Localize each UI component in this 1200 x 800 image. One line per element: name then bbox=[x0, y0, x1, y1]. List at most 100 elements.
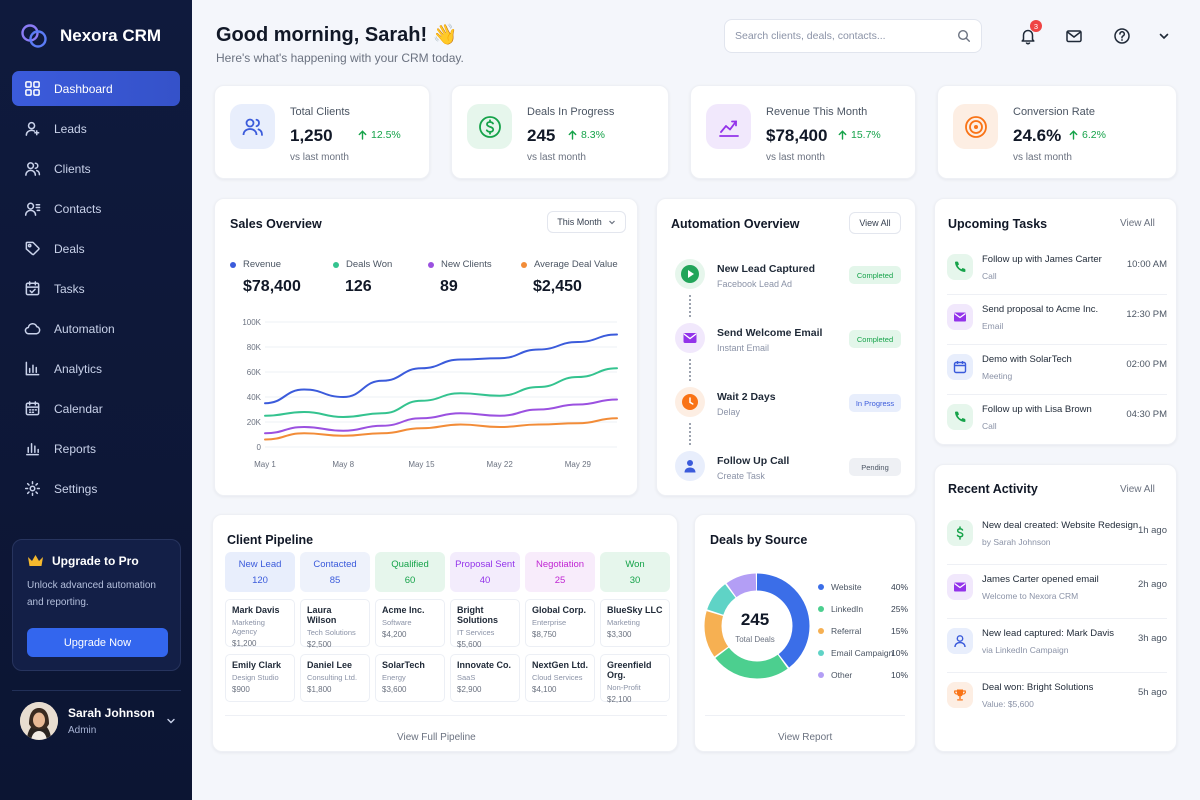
mail-icon bbox=[954, 582, 966, 592]
automation-step-title: Wait 2 Days bbox=[717, 391, 776, 403]
sidebar-item-reports[interactable]: Reports bbox=[12, 431, 180, 466]
pipeline-stage-header[interactable]: Negotiation 25 bbox=[525, 552, 595, 592]
kpi-card-revenue[interactable]: Revenue This Month $78,400 15.7% vs last… bbox=[690, 85, 916, 179]
activity-view-all-link[interactable]: View All bbox=[1120, 484, 1155, 495]
help-icon[interactable] bbox=[1112, 26, 1132, 46]
mail-icon[interactable] bbox=[1064, 26, 1084, 46]
task-item[interactable]: Demo with SolarTech Meeting 02:00 PM bbox=[947, 345, 1167, 395]
pipeline-card[interactable]: Innovate Co. SaaS $2,900 bbox=[450, 654, 520, 702]
pipeline-card-value: $8,750 bbox=[532, 630, 557, 639]
pipeline-card[interactable]: Laura Wilson Tech Solutions $2,500 bbox=[300, 599, 370, 649]
kpi-sub: vs last month bbox=[766, 152, 825, 163]
pipeline-card[interactable]: Greenfield Org. Non-Profit $2,100 bbox=[600, 654, 670, 704]
recent-activity-card: Recent Activity View All New deal create… bbox=[934, 464, 1177, 752]
pipeline-card-name: Global Corp. bbox=[532, 605, 586, 615]
lead-user-icon bbox=[25, 121, 40, 136]
activity-time: 5h ago bbox=[1137, 687, 1167, 698]
donut-slice-2[interactable] bbox=[704, 573, 810, 679]
sidebar-item-label: Dashboard bbox=[54, 81, 113, 96]
pipeline-card[interactable]: NextGen Ltd. Cloud Services $4,100 bbox=[525, 654, 595, 702]
pipeline-card[interactable]: BlueSky LLC Marketing $3,300 bbox=[600, 599, 670, 647]
divider bbox=[705, 715, 905, 716]
kpi-card-conversion-rate[interactable]: Conversion Rate 24.6% 6.2% vs last month bbox=[937, 85, 1177, 179]
pipeline-card[interactable]: Emily Clark Design Studio $900 bbox=[225, 654, 295, 702]
pipeline-card[interactable]: Daniel Lee Consulting Ltd. $1,800 bbox=[300, 654, 370, 702]
divider bbox=[225, 715, 667, 716]
card-title: Automation Overview bbox=[671, 217, 800, 231]
stat-label: New Clients bbox=[441, 259, 492, 270]
row-icon-box bbox=[947, 254, 973, 280]
chevron-down-icon[interactable] bbox=[1154, 26, 1174, 46]
pipeline-stage-header[interactable]: Qualified 60 bbox=[375, 552, 445, 592]
donut-total: 245 bbox=[740, 610, 770, 629]
sidebar-item-dashboard[interactable]: Dashboard bbox=[12, 71, 180, 106]
card-title: Sales Overview bbox=[230, 217, 322, 231]
stage-count: 30 bbox=[629, 574, 641, 586]
task-item[interactable]: Follow up with Lisa Brown Call 04:30 PM bbox=[947, 395, 1167, 445]
kpi-delta: 15.7% bbox=[838, 129, 881, 141]
stage-count: 25 bbox=[554, 574, 566, 586]
source-legend-item: Website 40% bbox=[818, 582, 908, 592]
sidebar-item-label: Tasks bbox=[54, 281, 85, 296]
pipeline-card-industry: SaaS bbox=[457, 673, 476, 682]
search-icon bbox=[957, 29, 970, 42]
sidebar-item-label: Calendar bbox=[54, 401, 103, 416]
task-item[interactable]: Send proposal to Acme Inc. Email 12:30 P… bbox=[947, 295, 1167, 345]
source-value: 40% bbox=[890, 582, 908, 592]
task-time: 10:00 AM bbox=[1126, 259, 1167, 270]
chevron-down-icon[interactable] bbox=[166, 716, 176, 726]
pipeline-card[interactable]: Global Corp. Enterprise $8,750 bbox=[525, 599, 595, 647]
y-tick-label: 40K bbox=[247, 393, 262, 402]
view-report-link[interactable]: View Report bbox=[778, 732, 833, 743]
search-input[interactable]: Search clients, deals, contacts... bbox=[724, 19, 982, 53]
pipeline-stage-header[interactable]: Contacted 85 bbox=[300, 552, 370, 592]
sidebar-item-tasks[interactable]: Tasks bbox=[12, 271, 180, 306]
pipeline-card-name: SolarTech bbox=[382, 660, 425, 670]
pipeline-card-value: $3,600 bbox=[382, 685, 407, 694]
upgrade-now-button[interactable]: Upgrade Now bbox=[27, 628, 168, 657]
sidebar-item-clients[interactable]: Clients bbox=[12, 151, 180, 186]
automation-overview-card: Automation Overview View All New Lead Ca… bbox=[656, 198, 916, 496]
sidebar-item-analytics[interactable]: Analytics bbox=[12, 351, 180, 386]
pipeline-stage-header[interactable]: New Lead 120 bbox=[225, 552, 295, 592]
pipeline-card[interactable]: Acme Inc. Software $4,200 bbox=[375, 599, 445, 647]
activity-item[interactable]: Deal won: Bright Solutions Value: $5,600… bbox=[947, 673, 1167, 727]
kpi-card-deals-in-progress[interactable]: Deals In Progress 245 8.3% vs last month bbox=[451, 85, 669, 179]
task-item[interactable]: Follow up with James Carter Call 10:00 A… bbox=[947, 245, 1167, 295]
sidebar-item-automation[interactable]: Automation bbox=[12, 311, 180, 346]
row-icon-box bbox=[947, 304, 973, 330]
sidebar-item-settings[interactable]: Settings bbox=[12, 471, 180, 506]
sidebar-item-calendar[interactable]: Calendar bbox=[12, 391, 180, 426]
sidebar-item-deals[interactable]: Deals bbox=[12, 231, 180, 266]
pipeline-stage-header[interactable]: Proposal Sent 40 bbox=[450, 552, 520, 592]
activity-item[interactable]: New deal created: Website Redesign by Sa… bbox=[947, 511, 1167, 565]
activity-item[interactable]: New lead captured: Mark Davis via Linked… bbox=[947, 619, 1167, 673]
series-line-1 bbox=[264, 367, 618, 419]
stage-count: 120 bbox=[252, 574, 268, 586]
range-select[interactable]: This Month bbox=[547, 211, 626, 233]
arrow-up-icon bbox=[568, 130, 577, 140]
tasks-view-all-link[interactable]: View All bbox=[1120, 218, 1155, 229]
pipeline-card[interactable]: Mark Davis Marketing Agency $1,200 bbox=[225, 599, 295, 648]
brand[interactable]: Nexora CRM bbox=[20, 22, 161, 50]
grid-icon bbox=[25, 81, 40, 96]
sidebar-item-contacts[interactable]: Contacts bbox=[12, 191, 180, 226]
pipeline-stage-header[interactable]: Won 30 bbox=[600, 552, 670, 592]
pipeline-card-name: NextGen Ltd. bbox=[532, 660, 589, 670]
pipeline-card[interactable]: SolarTech Energy $3,600 bbox=[375, 654, 445, 702]
calendar-check-icon bbox=[25, 281, 40, 296]
activity-item[interactable]: James Carter opened email Welcome to Nex… bbox=[947, 565, 1167, 619]
kpi-card-total-clients[interactable]: Total Clients 1,250 12.5% vs last month bbox=[214, 85, 430, 179]
view-full-pipeline-link[interactable]: View Full Pipeline bbox=[397, 732, 476, 743]
notification-bell-icon[interactable] bbox=[1018, 26, 1038, 46]
phone-icon bbox=[955, 261, 966, 272]
automation-view-all-button[interactable]: View All bbox=[849, 212, 901, 234]
user-name: Sarah Johnson bbox=[68, 706, 155, 720]
pipeline-card[interactable]: Bright Solutions IT Services $5,600 bbox=[450, 599, 520, 649]
user-profile[interactable]: Sarah Johnson Admin bbox=[20, 702, 180, 740]
sidebar-item-leads[interactable]: Leads bbox=[12, 111, 180, 146]
donut-slice-1[interactable] bbox=[704, 573, 810, 679]
status-badge: Completed bbox=[849, 266, 901, 284]
search-placeholder: Search clients, deals, contacts... bbox=[735, 30, 886, 42]
donut-slice-0[interactable] bbox=[704, 573, 810, 679]
